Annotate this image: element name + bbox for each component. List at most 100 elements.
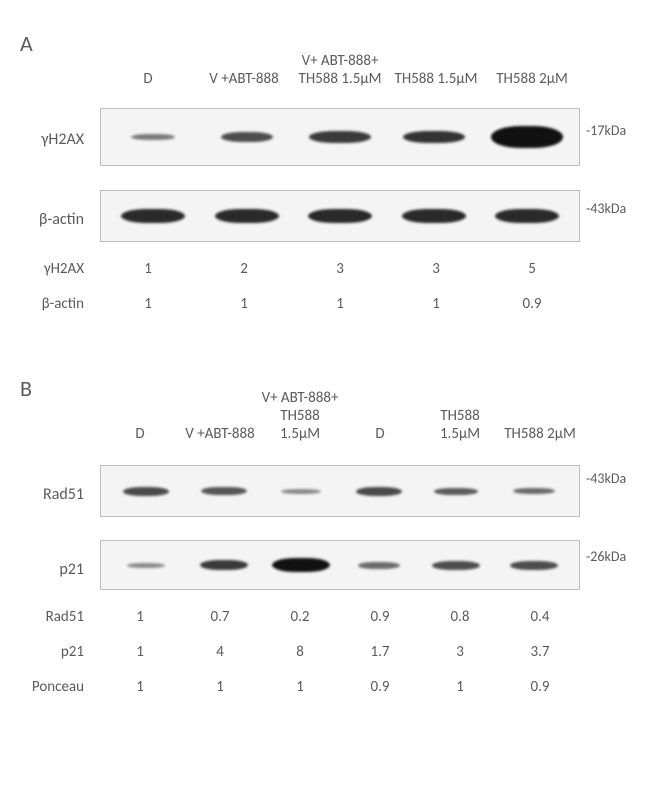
lane <box>109 541 183 589</box>
figure: A D V +ABT-888 V+ ABT-888+ TH588 1.5μM T… <box>0 0 650 802</box>
band <box>510 561 558 570</box>
lane <box>390 191 478 241</box>
panel-a-label: A <box>20 30 33 57</box>
band <box>281 489 321 494</box>
qb1-3: 1.7 <box>340 643 420 661</box>
band <box>123 487 169 496</box>
lane <box>342 466 416 516</box>
band <box>272 558 330 572</box>
qb1-2: 8 <box>260 643 340 661</box>
qb1-5: 3.7 <box>500 643 580 661</box>
quant-a-gh2ax-0: 1 <box>100 260 196 278</box>
quant-a-gh2ax-1: 2 <box>196 260 292 278</box>
header-b-3: D <box>340 425 420 443</box>
quant-b-ponceau-label: Ponceau <box>12 678 84 696</box>
lane <box>203 191 291 241</box>
quant-a-gh2ax-4: 5 <box>484 260 580 278</box>
header-a-1: V +ABT-888 <box>196 70 292 88</box>
band <box>221 132 273 142</box>
header-b-0: D <box>100 425 180 443</box>
quant-a-bactin-0: 1 <box>100 295 196 313</box>
rad51-label: Rad51 <box>12 485 84 504</box>
header-b-2: V+ ABT-888+ TH588 1.5μM <box>260 389 340 443</box>
qb1-1: 4 <box>180 643 260 661</box>
qb0-0: 1 <box>100 608 180 626</box>
lane <box>419 466 493 516</box>
gh2ax-label: γH2AX <box>12 130 84 149</box>
gh2ax-blot <box>100 108 580 166</box>
band <box>402 209 466 223</box>
lane <box>264 541 338 589</box>
qb2-1: 1 <box>180 678 260 696</box>
band <box>356 487 402 496</box>
panel-a-headers: D V +ABT-888 V+ ABT-888+ TH588 1.5μM TH5… <box>100 10 580 88</box>
band <box>495 209 559 223</box>
band <box>308 209 372 223</box>
lane <box>296 191 384 241</box>
lane <box>342 541 416 589</box>
header-b-1: V +ABT-888 <box>180 425 260 443</box>
qb2-3: 0.9 <box>340 678 420 696</box>
qb2-2: 1 <box>260 678 340 696</box>
rad51-lanes <box>101 466 579 516</box>
lane <box>109 191 197 241</box>
panel-b-headers: D V +ABT-888 V+ ABT-888+ TH588 1.5μM D T… <box>100 365 580 443</box>
rad51-mw: -43kDa <box>586 470 626 487</box>
quant-a-bactin-1: 1 <box>196 295 292 313</box>
qb2-5: 0.9 <box>500 678 580 696</box>
band <box>403 131 465 143</box>
p21-blot <box>100 540 580 590</box>
bactin-blot <box>100 190 580 242</box>
quant-b-p21-label: p21 <box>12 643 84 661</box>
lane <box>109 466 183 516</box>
quant-b-rad51-label: Rad51 <box>12 608 84 626</box>
bactin-mw: -43kDa <box>586 200 626 217</box>
lane <box>483 109 571 165</box>
quant-a-gh2ax: γH2AX 1 2 3 3 5 <box>12 260 580 278</box>
band <box>491 126 563 148</box>
qb1-0: 1 <box>100 643 180 661</box>
p21-mw: -26kDa <box>586 548 626 565</box>
quant-a-bactin: β-actin 1 1 1 1 0.9 <box>12 295 580 313</box>
rad51-blot <box>100 465 580 517</box>
header-b-5: TH588 2μM <box>500 425 580 443</box>
quant-a-bactin-2: 1 <box>292 295 388 313</box>
lane <box>497 541 571 589</box>
band <box>200 560 248 570</box>
header-a-0: D <box>100 70 196 88</box>
band <box>127 563 165 568</box>
qb0-3: 0.9 <box>340 608 420 626</box>
p21-lanes <box>101 541 579 589</box>
gh2ax-mw: -17kDa <box>586 122 626 139</box>
quant-a-gh2ax-2: 3 <box>292 260 388 278</box>
gh2ax-lanes <box>101 109 579 165</box>
qb0-1: 0.7 <box>180 608 260 626</box>
lane <box>390 109 478 165</box>
panel-b-label: B <box>20 375 32 402</box>
quant-b-p21: p21 1 4 8 1.7 3 3.7 <box>12 643 580 661</box>
qb2-4: 1 <box>420 678 500 696</box>
qb1-4: 3 <box>420 643 500 661</box>
header-a-3: TH588 1.5μM <box>388 70 484 88</box>
header-a-4: TH588 2μM <box>484 70 580 88</box>
lane <box>187 466 261 516</box>
lane <box>497 466 571 516</box>
bactin-lanes <box>101 191 579 241</box>
p21-label: p21 <box>12 560 84 579</box>
lane <box>296 109 384 165</box>
lane <box>109 109 197 165</box>
band <box>201 487 247 495</box>
band <box>215 209 279 223</box>
lane <box>483 191 571 241</box>
quant-a-gh2ax-label: γH2AX <box>12 260 84 278</box>
band <box>121 209 185 223</box>
header-a-2: V+ ABT-888+ TH588 1.5μM <box>292 52 388 88</box>
quant-a-bactin-label: β-actin <box>12 295 84 313</box>
band <box>131 134 175 140</box>
quant-b-ponceau: Ponceau 1 1 1 0.9 1 0.9 <box>12 678 580 696</box>
band <box>434 488 478 495</box>
lane <box>419 541 493 589</box>
quant-b-rad51: Rad51 1 0.7 0.2 0.9 0.8 0.4 <box>12 608 580 626</box>
qb0-5: 0.4 <box>500 608 580 626</box>
lane <box>187 541 261 589</box>
